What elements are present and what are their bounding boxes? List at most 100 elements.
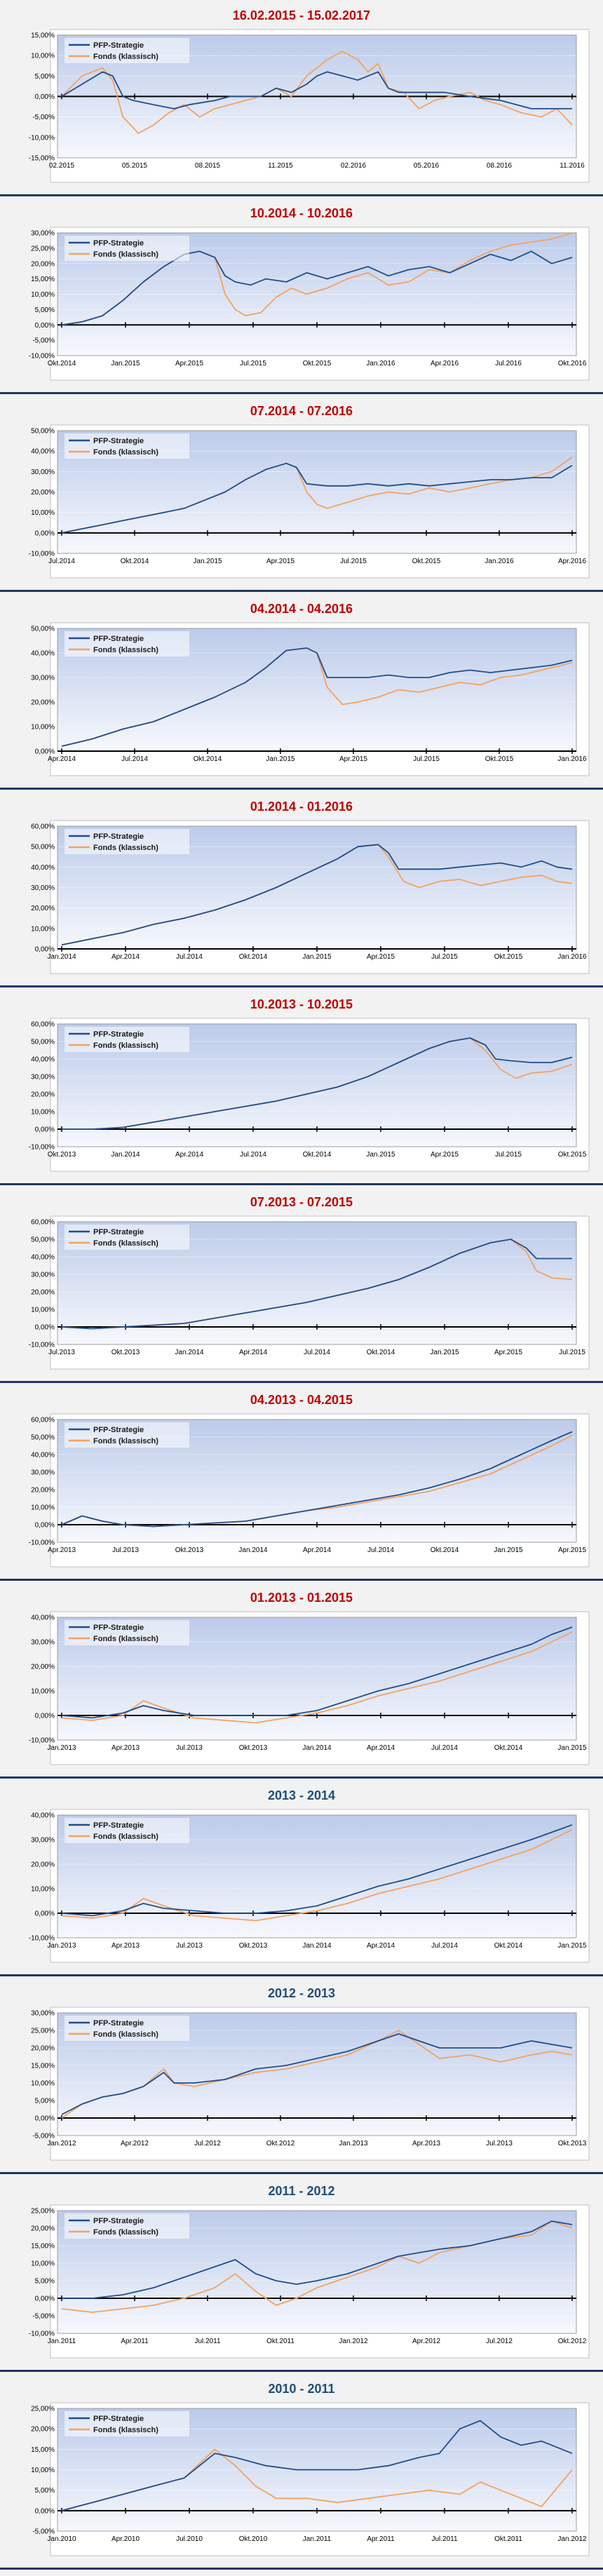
section-separator [0,1183,603,1185]
x-tick-label: Jan.2012 [339,2338,368,2345]
y-tick-label: 0,00% [35,1324,55,1332]
y-tick-label: 10,00% [31,925,55,933]
series-line-pfp-strategie [61,1626,573,1719]
x-tick-label: Apr.2014 [367,1942,395,1950]
legend: PFP-Strategie Fonds (klassisch) [65,1027,189,1052]
chart-title: 04.2013 - 04.2015 [250,1393,353,1407]
legend-label-fonds-klassisch: Fonds (klassisch) [93,1833,158,1841]
x-tick-label: Jul.2015 [431,953,458,961]
y-tick-label: 40,00% [31,1812,55,1820]
y-tick-label: 20,00% [31,1091,55,1099]
y-tick-label: 10,00% [31,1307,55,1314]
x-tick-label: Jan.2015 [430,1349,459,1356]
x-tick-label: Okt.2012 [266,2140,295,2147]
legend: PFP-Strategie Fonds (klassisch) [65,433,189,459]
series-line-fonds-klassisch [61,1631,573,1724]
chart-title: 10.2014 - 10.2016 [250,206,353,220]
legend: PFP-Strategie Fonds (klassisch) [65,1620,189,1645]
x-tick-label: Okt.2014 [494,1942,523,1950]
x-tick-label: Jan.2016 [557,755,587,763]
legend-box [65,2213,189,2239]
x-tick-label: Jan.2014 [47,953,76,961]
x-tick-label: Jul.2011 [194,2338,221,2345]
y-tick-label: 50,00% [31,626,55,633]
x-tick-label: Jan.2015 [302,953,332,961]
y-tick-label: 30,00% [31,468,55,476]
legend-box [65,1225,189,1250]
x-tick-label: Okt.2014 [494,1744,523,1752]
y-tick-label: 10,00% [31,53,55,60]
section-separator [0,985,603,987]
y-tick-label: 5,00% [35,2278,55,2286]
chart-title: 01.2014 - 01.2016 [250,800,353,814]
y-tick-label: 25,00% [31,2208,55,2216]
chart-title: 07.2013 - 07.2015 [250,1195,353,1209]
x-tick-label: Apr.2012 [412,2338,440,2345]
y-tick-label: 50,00% [31,1434,55,1442]
x-tick-label: Jan.2016 [485,558,514,565]
legend: PFP-Strategie Fonds (klassisch) [65,2411,189,2436]
y-tick-label: 20,00% [31,260,55,268]
chart-panel-13: 2010 - 2011 25,00% 20,00% 15,00% 10,00% 5,00%… [0,2382,603,2570]
legend-label-fonds-klassisch: Fonds (klassisch) [93,2030,158,2039]
series-line-pfp-strategie [61,647,573,747]
x-tick-label: Jan.2015 [111,360,140,367]
legend: PFP-Strategie Fonds (klassisch) [65,2016,189,2041]
x-tick-label: Okt.2013 [239,1744,268,1752]
x-tick-label: Jan.2014 [302,1942,332,1950]
y-tick-label: -10,00% [29,1737,55,1745]
x-tick-label: Okt.2014 [303,1151,332,1159]
y-tick-label: 20,00% [31,1861,55,1869]
legend-box [65,1620,189,1645]
legend-label-fonds-klassisch: Fonds (klassisch) [93,1041,158,1050]
x-tick-label: Jul.2014 [431,1942,458,1950]
x-tick-label: Jul.2013 [176,1942,203,1950]
y-tick-label: -15,00% [29,155,55,163]
legend-label-fonds-klassisch: Fonds (klassisch) [93,844,158,852]
x-tick-label: Okt.2015 [303,360,332,367]
section-separator [0,590,603,592]
y-tick-label: 10,00% [31,2260,55,2268]
legend-label-pfp-strategie: PFP-Strategie [93,832,144,841]
y-tick-label: 50,00% [31,1236,55,1244]
x-tick-label: Jan.2015 [366,1151,395,1159]
chart-title: 2010 - 2011 [268,2382,334,2396]
x-tick-label: Apr.2016 [558,558,586,565]
y-tick-label: 30,00% [31,1837,55,1845]
series-line-pfp-strategie [61,1239,572,1330]
legend-label-fonds-klassisch: Fonds (klassisch) [93,1239,158,1248]
x-tick-label: 08.2016 [487,162,513,170]
y-tick-label: 15,00% [31,32,55,40]
section-separator [0,392,603,394]
x-tick-label: Okt.2011 [494,2535,522,2543]
series-line-pfp-strategie [61,71,572,109]
x-tick-label: Jul.2014 [240,1151,266,1159]
x-tick-label: Jan.2011 [303,2535,332,2543]
y-tick-label: 10,00% [31,509,55,517]
legend: PFP-Strategie Fonds (klassisch) [65,631,189,656]
x-tick-label: Okt.2010 [239,2535,268,2543]
y-tick-label: 20,00% [31,1487,55,1495]
y-tick-label: 40,00% [31,1452,55,1459]
series-line-pfp-strategie [61,1824,573,1917]
x-tick-label: Jan.2014 [175,1349,204,1356]
chart-title: 01.2013 - 01.2015 [250,1591,353,1605]
legend: PFP-Strategie Fonds (klassisch) [65,1422,189,1448]
series-line-pfp-strategie [61,462,573,534]
x-tick-label: Apr.2015 [431,1151,459,1159]
y-tick-label: 30,00% [31,1074,55,1081]
y-tick-label: 10,00% [31,1886,55,1894]
section-separator [0,194,603,196]
x-tick-label: Apr.2014 [48,755,76,763]
section-separator [0,1381,603,1383]
series-line-pfp-strategie [61,250,573,326]
y-tick-label: 30,00% [31,2010,55,2018]
x-tick-label: Jul.2014 [367,1546,394,1554]
y-tick-label: 30,00% [31,884,55,892]
x-tick-label: Apr.2011 [367,2535,395,2543]
legend: PFP-Strategie Fonds (klassisch) [65,236,189,261]
legend-label-pfp-strategie: PFP-Strategie [93,2217,144,2225]
y-tick-label: 30,00% [31,1272,55,1279]
x-tick-label: Jul.2010 [176,2535,203,2543]
